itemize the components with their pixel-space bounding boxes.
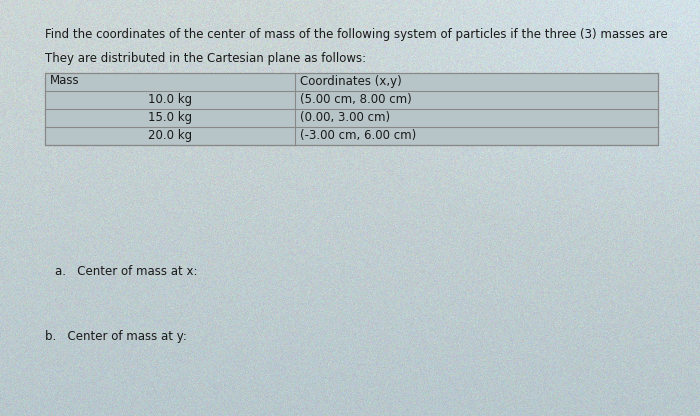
Bar	[45, 73, 658, 145]
Text: a.   Center of mass at x:: a. Center of mass at x:	[55, 265, 197, 278]
Text: Find the coordinates of the center of mass of the following system of particles : Find the coordinates of the center of ma…	[45, 28, 668, 41]
Text: 10.0 kg: 10.0 kg	[148, 92, 192, 106]
Text: (0.00, 3.00 cm): (0.00, 3.00 cm)	[300, 111, 390, 124]
Text: Mass: Mass	[50, 74, 80, 87]
Text: 15.0 kg: 15.0 kg	[148, 111, 192, 124]
Text: They are distributed in the Cartesian plane as follows:: They are distributed in the Cartesian pl…	[45, 52, 366, 65]
Text: 20.0 kg: 20.0 kg	[148, 129, 192, 141]
Text: (5.00 cm, 8.00 cm): (5.00 cm, 8.00 cm)	[300, 92, 412, 106]
Text: Coordinates (x,y): Coordinates (x,y)	[300, 74, 402, 87]
Text: b.   Center of mass at y:: b. Center of mass at y:	[45, 330, 187, 343]
Text: (-3.00 cm, 6.00 cm): (-3.00 cm, 6.00 cm)	[300, 129, 416, 141]
